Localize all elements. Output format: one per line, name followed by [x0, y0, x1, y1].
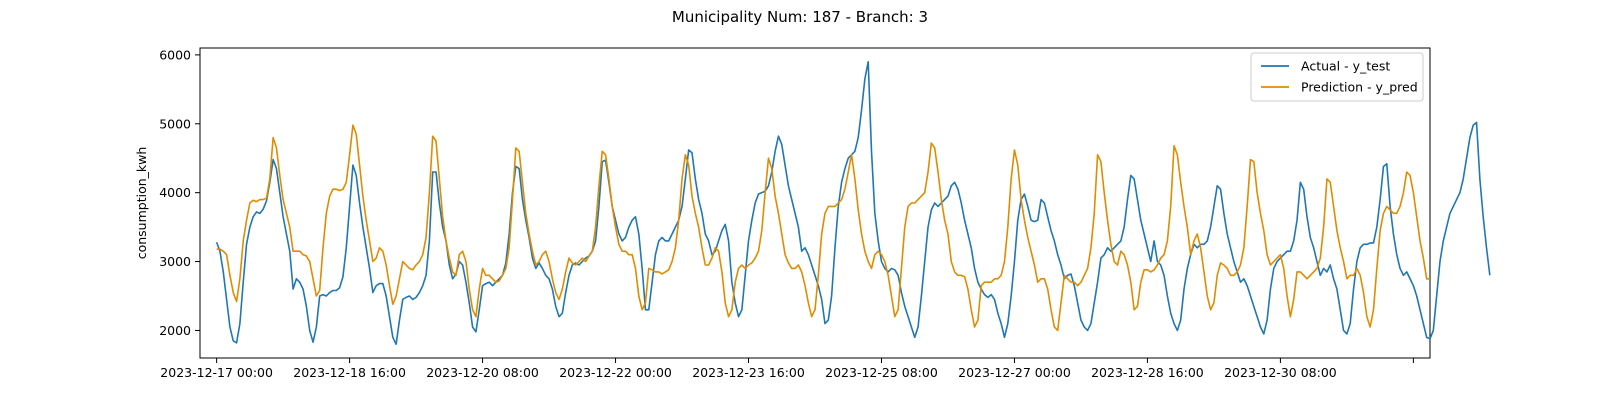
x-axis: 2023-12-17 00:00 2023-12-18 16:00 2023-12-… — [160, 358, 1414, 380]
y-axis-label: consumption_kwh — [134, 147, 149, 260]
x-tick-label: 2023-12-17 00:00 — [160, 365, 273, 380]
x-tick-label: 2023-12-28 16:00 — [1091, 365, 1204, 380]
y-tick-label: 5000 — [159, 116, 191, 131]
x-tick-label: 2023-12-23 16:00 — [692, 365, 805, 380]
series-layer — [215, 60, 1491, 346]
x-tick-label: 2023-12-22 00:00 — [559, 365, 672, 380]
x-tick-label: 2023-12-25 08:00 — [825, 365, 938, 380]
y-tick-label: 6000 — [159, 47, 191, 62]
legend: Actual - y_test Prediction - y_pred — [1250, 52, 1424, 102]
y-tick-label: 2000 — [159, 323, 191, 338]
y-tick-label: 3000 — [159, 254, 191, 269]
y-tick-label: 4000 — [159, 185, 191, 200]
x-tick-label: 2023-12-20 08:00 — [426, 365, 539, 380]
legend-label-0: Actual - y_test — [1301, 59, 1390, 74]
x-tick-label: 2023-12-27 00:00 — [958, 365, 1071, 380]
legend-label-1: Prediction - y_pred — [1301, 80, 1418, 95]
plot-frame — [199, 47, 1431, 359]
legend-box — [1250, 52, 1424, 102]
series-line-0 — [215, 60, 1491, 346]
plot-area — [199, 47, 1431, 359]
series-line-1 — [216, 124, 1430, 332]
x-tick-label: 2023-12-30 08:00 — [1224, 365, 1337, 380]
x-tick-label: 2023-12-18 16:00 — [293, 365, 406, 380]
y-axis: 2000 3000 4000 5000 6000 — [159, 47, 200, 338]
chart-title: Municipality Num: 187 - Branch: 3 — [672, 8, 928, 26]
